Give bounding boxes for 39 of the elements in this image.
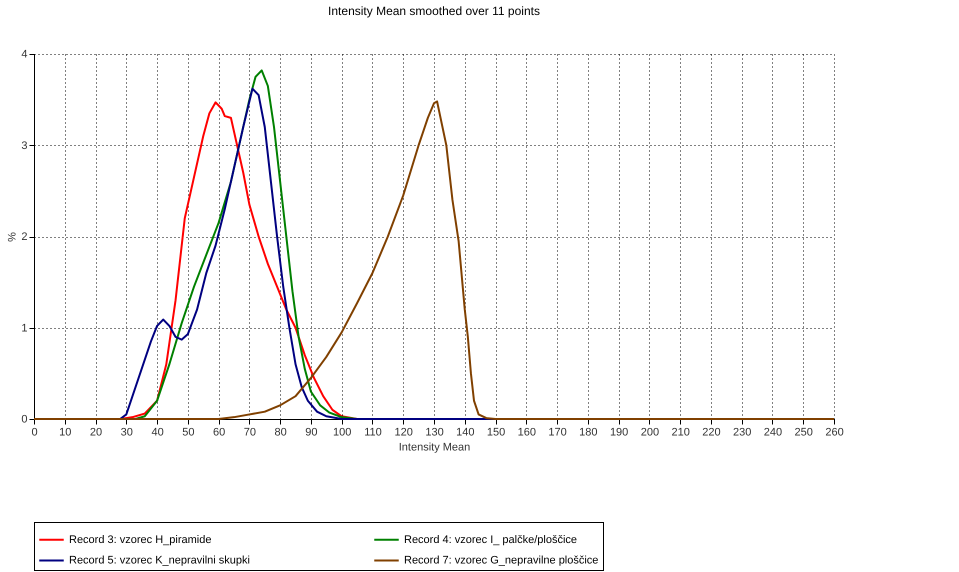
x-tick-label: 230	[733, 426, 752, 438]
x-tick-label: 10	[59, 426, 72, 438]
x-tick-label: 130	[425, 426, 444, 438]
x-tick-label: 20	[90, 426, 102, 438]
x-tick-label: 260	[825, 426, 844, 438]
x-tick-label: 140	[456, 426, 474, 438]
x-axis-title: Intensity Mean	[398, 442, 470, 454]
x-tick-label: 50	[182, 426, 194, 438]
x-tick-label: 30	[120, 426, 133, 438]
legend-label: Record 4: vzorec I_ palčke/ploščice	[404, 534, 578, 546]
x-tick-label: 220	[702, 426, 721, 438]
x-tick-label: 120	[394, 426, 413, 438]
y-axis-title: %	[6, 232, 18, 242]
x-tick-label: 190	[610, 426, 628, 438]
x-tick-label: 110	[364, 426, 382, 438]
x-tick-label: 250	[794, 426, 813, 438]
legend-label: Record 7: vzorec G_nepravilne ploščice	[404, 554, 598, 566]
x-tick-label: 40	[151, 426, 164, 438]
legend-label: Record 5: vzorec K_nepravilni skupki	[69, 554, 250, 566]
x-tick-label: 0	[31, 426, 38, 438]
x-tick-label: 150	[486, 426, 506, 438]
y-tick-label: 0	[21, 414, 28, 426]
x-tick-label: 100	[333, 426, 352, 438]
y-tick-label: 2	[21, 231, 28, 243]
x-tick-label: 160	[518, 426, 536, 438]
x-tick-label: 70	[244, 426, 256, 438]
x-tick-label: 180	[579, 426, 598, 438]
x-tick-label: 80	[274, 426, 287, 438]
y-tick-label: 1	[21, 322, 28, 334]
y-tick-label: 3	[21, 140, 28, 152]
x-tick-label: 210	[671, 426, 690, 438]
x-tick-label: 170	[548, 426, 567, 438]
x-tick-label: 200	[640, 426, 660, 438]
x-tick-label: 240	[764, 426, 782, 438]
chart-title: Intensity Mean smoothed over 11 points	[328, 4, 540, 18]
legend-label: Record 3: vzorec H_piramide	[69, 534, 212, 546]
y-tick-label: 4	[21, 48, 28, 60]
x-tick-label: 90	[305, 426, 318, 438]
x-tick-label: 60	[212, 426, 226, 438]
